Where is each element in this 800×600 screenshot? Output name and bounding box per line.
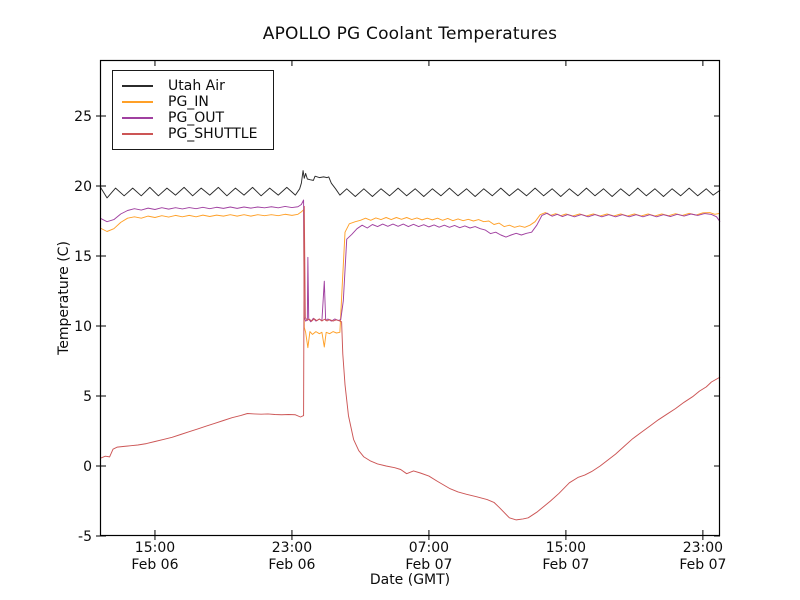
legend-row-pg-out: PG_OUT xyxy=(122,110,265,126)
y-tick-label: 5 xyxy=(83,389,92,405)
pg-shuttle-line-swatch xyxy=(122,133,153,135)
x-tick-label-date: Feb 07 xyxy=(542,557,589,573)
axes-spines xyxy=(99,59,721,537)
x-tick-label-time: 07:00 xyxy=(409,540,449,556)
y-tick-label: -5 xyxy=(78,529,92,545)
chart-title: APOLLO PG Coolant Temperatures xyxy=(262,24,558,44)
x-tick-label-time: 15:00 xyxy=(135,540,175,556)
y-axis-label: Temperature (C) xyxy=(56,241,72,355)
y-tick-label: 20 xyxy=(74,179,92,195)
y-tick-label: 0 xyxy=(83,459,92,475)
pg-out-line-swatch xyxy=(122,117,153,119)
x-tick-label-time: 23:00 xyxy=(272,540,312,556)
pg-in-line-swatch xyxy=(122,101,153,103)
legend: Utah Air PG_IN PG_OUT PG_SHUTTLE xyxy=(112,70,274,150)
x-tick-label-time: 15:00 xyxy=(546,540,586,556)
series-line-pg-shuttle xyxy=(99,205,721,521)
x-tick-label-date: Feb 07 xyxy=(405,557,452,573)
series-line-pg-in xyxy=(99,209,721,349)
series-line-pg-out xyxy=(99,199,721,323)
legend-label-utah-air: Utah Air xyxy=(168,78,225,94)
x-tick-label-time: 23:00 xyxy=(683,540,723,556)
legend-label-pg-shuttle: PG_SHUTTLE xyxy=(168,126,258,142)
y-tick-label: 15 xyxy=(74,249,92,265)
x-tick-label-date: Feb 06 xyxy=(131,557,178,573)
x-tick-label-date: Feb 07 xyxy=(679,557,726,573)
legend-row-pg-shuttle: PG_SHUTTLE xyxy=(122,126,265,142)
series-line-utah-air xyxy=(99,170,721,199)
legend-label-pg-out: PG_OUT xyxy=(168,110,225,126)
utah-air-line-swatch xyxy=(122,85,153,87)
y-tick-label: 10 xyxy=(74,319,92,335)
x-tick-label-date: Feb 06 xyxy=(268,557,315,573)
x-axis-label: Date (GMT) xyxy=(369,572,451,588)
legend-label-pg-in: PG_IN xyxy=(168,94,209,110)
legend-row-pg-in: PG_IN xyxy=(122,94,265,110)
legend-row-utah-air: Utah Air xyxy=(122,78,265,94)
y-tick-label: 25 xyxy=(74,109,92,125)
